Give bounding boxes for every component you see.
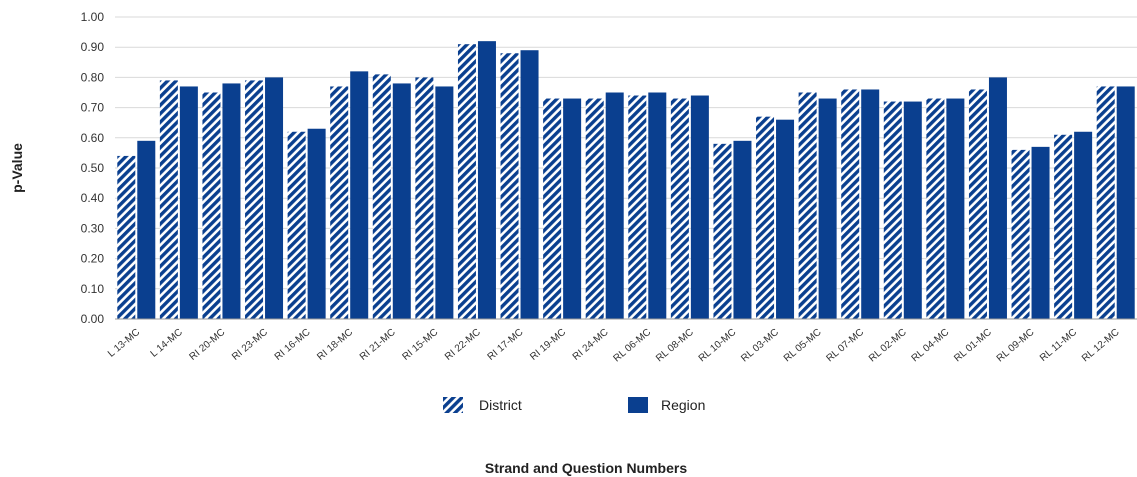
bar-district <box>713 143 732 319</box>
bar-district <box>415 77 434 320</box>
x-tick-label: RI 22-MC <box>443 327 483 363</box>
x-axis-title: Strand and Question Numbers <box>485 460 687 476</box>
bar-region <box>903 101 922 319</box>
bar-district <box>883 101 902 319</box>
y-tick-label: 0.50 <box>81 161 105 175</box>
bar-region <box>946 98 965 319</box>
x-tick-label: L 14-MC <box>149 327 185 360</box>
x-tick-label: RL 10-MC <box>697 327 739 364</box>
gridlines <box>115 16 1137 320</box>
y-tick-label: 0.30 <box>81 221 105 235</box>
x-tick-label: RL 12-MC <box>1080 327 1122 364</box>
bar-district <box>1011 149 1030 319</box>
bar-region <box>392 83 411 319</box>
bar-district <box>1054 134 1073 319</box>
bar-region <box>222 83 241 319</box>
bar-district <box>457 44 476 320</box>
bar-region <box>861 89 880 319</box>
bar-district <box>670 98 689 319</box>
bar-region <box>563 98 582 319</box>
bar-district <box>543 98 562 319</box>
bar-district <box>202 92 221 319</box>
x-axis-category-labels: L 13-MC L 14-MC RI 20-MC RI 23-MC RI 16-MC RI… <box>106 327 1122 364</box>
y-tick-label: 0.90 <box>81 40 105 54</box>
x-tick-label: RI 21-MC <box>358 327 398 363</box>
x-tick-label: RI 15-MC <box>400 327 440 363</box>
bar-region <box>776 119 795 320</box>
y-tick-label: 0.60 <box>81 131 105 145</box>
x-tick-label: RL 08-MC <box>654 327 696 364</box>
bar-region <box>179 86 198 320</box>
x-tick-label: RL 11-MC <box>1038 327 1079 364</box>
x-tick-label: RL 03-MC <box>739 327 781 364</box>
bar-region <box>733 140 752 319</box>
bar-district <box>756 116 775 319</box>
bar-region <box>137 140 156 319</box>
legend-swatch-district <box>443 397 463 413</box>
x-tick-label: RI 24-MC <box>571 327 611 363</box>
legend: District Region <box>443 397 705 413</box>
x-tick-label: RI 16-MC <box>273 327 313 363</box>
y-tick-label: 0.00 <box>81 312 105 326</box>
bar-region <box>477 41 496 319</box>
bar-region <box>1074 131 1093 319</box>
bar-region <box>605 92 624 319</box>
bar-district <box>245 80 264 319</box>
x-tick-label: RL 01-MC <box>952 327 994 364</box>
bar-district <box>968 89 987 319</box>
bar-region <box>648 92 667 319</box>
bar-region <box>520 50 539 319</box>
x-tick-label: RL 06-MC <box>612 327 654 364</box>
y-tick-label: 0.10 <box>81 282 105 296</box>
bar-district <box>926 98 945 319</box>
x-tick-label: RI 18-MC <box>315 327 355 363</box>
bar-district <box>628 95 647 320</box>
x-tick-label: RI 17-MC <box>486 327 526 363</box>
bar-district <box>798 92 817 319</box>
bar-district <box>841 89 860 319</box>
x-tick-label: RL 07-MC <box>824 327 866 364</box>
bar-district <box>159 80 178 319</box>
x-tick-label: RI 19-MC <box>528 327 568 363</box>
bar-district <box>500 53 519 320</box>
bar-region <box>1031 146 1050 319</box>
bar-district <box>1096 86 1115 320</box>
bar-region <box>435 86 454 320</box>
bar-district <box>372 74 391 319</box>
y-tick-label: 0.80 <box>81 70 105 84</box>
bar-region <box>988 77 1007 320</box>
x-tick-label: RI 20-MC <box>188 327 228 363</box>
y-tick-label: 0.70 <box>81 101 105 115</box>
bar-region <box>307 128 326 319</box>
x-tick-label: RL 02-MC <box>867 327 909 364</box>
x-tick-label: RL 04-MC <box>910 327 952 364</box>
y-axis-title: p-Value <box>9 143 25 193</box>
y-axis-ticks: 0.00 0.10 0.20 0.30 0.40 0.50 0.60 0.70 0.80 0.90… <box>81 10 105 326</box>
bar-district <box>117 155 136 319</box>
legend-swatch-region <box>628 397 648 413</box>
x-tick-label: RI 23-MC <box>230 327 270 363</box>
bar-region <box>1116 86 1135 320</box>
bar-region <box>265 77 284 320</box>
bar-district <box>330 86 349 320</box>
y-tick-label: 1.00 <box>81 10 105 24</box>
x-tick-label: RL 09-MC <box>995 327 1037 364</box>
bar-district <box>585 98 604 319</box>
x-tick-label: RL 05-MC <box>782 327 824 364</box>
bar-district <box>287 131 306 319</box>
legend-label-district: District <box>479 397 522 413</box>
y-tick-label: 0.20 <box>81 252 105 266</box>
legend-label-region: Region <box>661 397 705 413</box>
bar-region <box>818 98 837 319</box>
x-tick-label: L 13-MC <box>106 327 142 360</box>
bar-region <box>690 95 709 320</box>
bar-region <box>350 71 369 319</box>
bars <box>117 41 1135 320</box>
y-tick-label: 0.40 <box>81 191 105 205</box>
